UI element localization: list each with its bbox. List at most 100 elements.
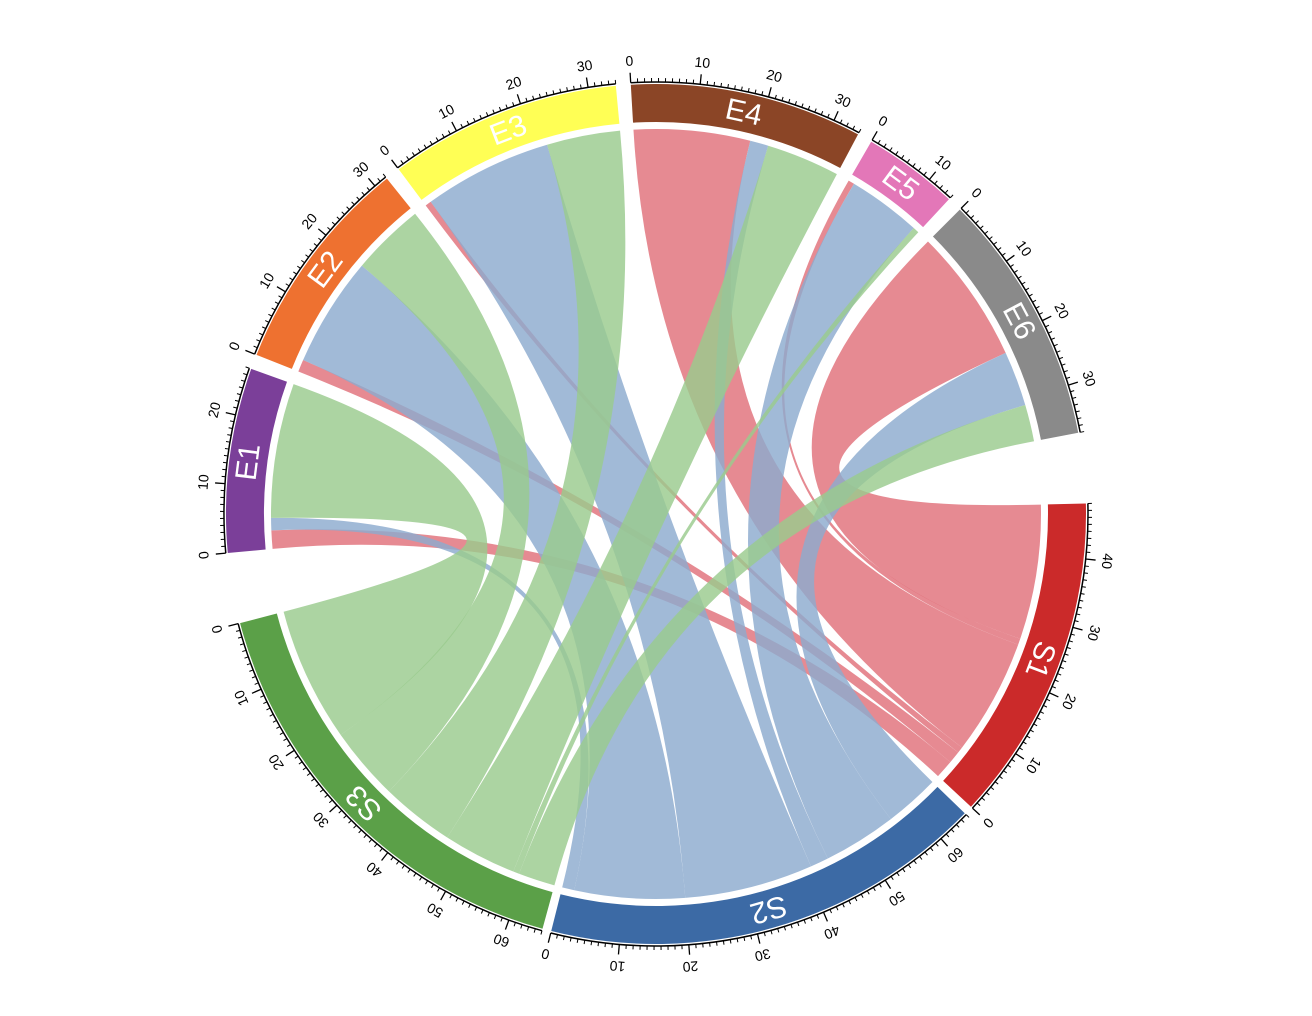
sector-band-e5 [852, 141, 949, 228]
tick-s3-64 [533, 928, 536, 933]
tick-label-s1-0: 0 [980, 815, 997, 832]
tick-label-s1-40: 40 [1099, 553, 1117, 570]
tick-s3-46 [419, 876, 423, 881]
tick-s1-4 [990, 786, 995, 791]
tick-e5-11 [934, 180, 938, 185]
tick-label-s3-0: 0 [208, 623, 226, 635]
tick-s2-2 [562, 936, 565, 941]
tick-label-e1-10: 10 [195, 474, 212, 491]
tick-s3-52 [455, 897, 459, 902]
tick-s3-65 [540, 930, 543, 935]
tick-e4-16 [740, 86, 743, 91]
tick-e1-21 [233, 406, 238, 409]
tick-s2-58 [930, 847, 934, 852]
sector-axis-s2 [550, 814, 967, 947]
tick-s2-0 [547, 932, 552, 943]
tick-s2-61 [945, 833, 950, 838]
tick-s2-29 [750, 935, 753, 940]
tick-e4-12 [713, 81, 716, 86]
tick-s3-44 [407, 868, 411, 873]
tick-label-s3-50: 50 [424, 900, 446, 922]
tick-e2-22 [331, 221, 336, 226]
tick-e6-29 [1066, 376, 1071, 379]
tick-s2-37 [803, 919, 806, 924]
tick-e5-2 [883, 143, 887, 148]
sector-axis-e2 [253, 176, 387, 355]
tick-e4-23 [788, 98, 791, 103]
tick-e6-12 [1013, 269, 1018, 273]
tick-s3-10 [251, 688, 262, 694]
tick-s3-62 [520, 924, 523, 929]
tick-s1-19 [1046, 698, 1051, 702]
tick-s3-56 [480, 909, 484, 914]
tick-s3-28 [324, 794, 329, 798]
tick-s2-20 [688, 944, 691, 955]
tick-label-e5-10: 10 [932, 151, 954, 173]
tick-e3-25 [552, 90, 555, 95]
tick-e3-17 [498, 106, 502, 112]
tick-label-e5-0: 0 [876, 112, 891, 130]
tick-s3-25 [311, 778, 315, 782]
tick-s1-12 [1022, 741, 1027, 745]
link-s2-e6 [796, 352, 1026, 820]
tick-e4-30 [833, 110, 839, 121]
tick-label-e3-10: 10 [436, 101, 457, 122]
tick-e3-19 [512, 102, 515, 107]
tick-label-e1-0: 0 [196, 551, 213, 560]
sector-axis-e4 [630, 81, 860, 134]
tick-s2-36 [797, 921, 800, 927]
tick-s1-35 [1080, 592, 1085, 595]
tick-s3-18 [283, 738, 288, 742]
tick-s3-0 [228, 622, 239, 627]
tick-e4-25 [801, 103, 804, 108]
tick-e3-10 [451, 121, 458, 132]
tick-s1-26 [1064, 653, 1069, 656]
tick-s1-29 [1070, 633, 1075, 636]
tick-e3-6 [429, 140, 433, 145]
tick-e2-8 [274, 301, 279, 305]
link-s1-e6 [811, 241, 1042, 639]
tick-s3-50 [440, 890, 447, 901]
tick-s3-3 [239, 643, 245, 646]
tick-e2-15 [301, 259, 305, 264]
tick-s3-24 [306, 772, 311, 776]
tick-s3-39 [379, 847, 383, 852]
tick-e4-29 [827, 113, 830, 118]
tick-s1-40 [1085, 558, 1096, 561]
tick-e6-30 [1068, 381, 1079, 386]
tick-s1-22 [1054, 679, 1059, 683]
tick-s3-17 [279, 732, 284, 736]
tick-s1-34 [1079, 599, 1084, 602]
tick-e2-14 [297, 265, 301, 269]
tick-e2-10 [276, 286, 286, 293]
tick-label-s2-0: 0 [539, 946, 551, 963]
tick-e6-2 [970, 215, 975, 219]
sector-band-e1 [225, 368, 287, 553]
tick-s1-15 [1033, 723, 1038, 727]
tick-e2-17 [309, 248, 314, 252]
tick-s2-31 [763, 932, 766, 937]
tick-e2-11 [285, 283, 290, 287]
sector-band-e2 [256, 178, 411, 369]
tick-s3-35 [358, 829, 362, 834]
tick-e5-13 [944, 189, 949, 194]
tick-e3-2 [406, 156, 410, 160]
tick-e6-28 [1063, 370, 1068, 373]
tick-e3-30 [585, 77, 589, 88]
tick-s3-42 [396, 860, 400, 865]
tick-s2-40 [822, 911, 829, 922]
tick-e4-19 [761, 91, 764, 96]
tick-e5-9 [923, 171, 927, 176]
tick-s2-41 [829, 909, 832, 914]
tick-s3-36 [363, 834, 367, 838]
tick-s3-2 [237, 636, 243, 639]
tick-s2-42 [835, 906, 839, 911]
tick-s2-25 [722, 940, 725, 945]
sector-e4: 0 10 20 30 E4 [625, 53, 862, 168]
tick-e2-13 [293, 271, 297, 275]
tick-e4-27 [814, 108, 817, 113]
tick-s2-45 [854, 897, 858, 902]
tick-e6-14 [1021, 281, 1026, 285]
tick-s2-49 [878, 883, 882, 888]
